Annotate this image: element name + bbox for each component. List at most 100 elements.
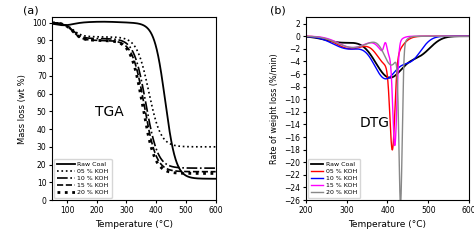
Raw Coal <box>100 20 106 23</box>
15 % KOH <box>59 22 65 25</box>
20 % KOH <box>415 35 421 38</box>
10 % KOH <box>148 130 154 133</box>
15 % KOH <box>415 35 421 38</box>
05 % KOH <box>390 148 395 151</box>
05 % KOH <box>415 35 421 38</box>
05 % KOH <box>375 55 381 58</box>
20 % KOH <box>398 203 403 206</box>
05 % KOH <box>154 121 159 124</box>
20 % KOH <box>303 35 309 38</box>
15 % KOH <box>466 35 472 38</box>
Raw Coal <box>145 26 150 29</box>
15 % KOH <box>434 35 439 38</box>
10 % KOH <box>466 35 472 38</box>
Line: 20 % KOH: 20 % KOH <box>306 36 469 204</box>
10 % KOH <box>303 35 309 38</box>
Line: 15 % KOH: 15 % KOH <box>306 36 469 145</box>
Raw Coal <box>415 56 421 59</box>
Line: Raw Coal: Raw Coal <box>52 22 216 179</box>
20 % KOH <box>144 128 150 131</box>
10 % KOH <box>213 167 219 170</box>
X-axis label: Temperature (°C): Temperature (°C) <box>95 220 173 229</box>
15 % KOH <box>213 170 219 173</box>
05 % KOH <box>59 22 65 25</box>
Raw Coal <box>173 160 179 163</box>
05 % KOH <box>466 35 472 38</box>
15 % KOH <box>430 35 436 38</box>
Legend: Raw Coal, 05 % KOH, 10 % KOH, 15 % KOH, 20 % KOH: Raw Coal, 05 % KOH, 10 % KOH, 15 % KOH, … <box>54 159 112 198</box>
Raw Coal <box>149 33 155 36</box>
Raw Coal <box>375 64 381 67</box>
15 % KOH <box>303 35 309 38</box>
Raw Coal <box>59 24 65 27</box>
Line: 20 % KOH: 20 % KOH <box>52 23 216 173</box>
10 % KOH <box>144 109 150 112</box>
10 % KOH <box>383 77 389 80</box>
10 % KOH <box>434 36 439 39</box>
Y-axis label: Mass loss (wt %): Mass loss (wt %) <box>18 74 27 144</box>
Raw Coal <box>49 22 55 25</box>
20 % KOH <box>466 35 472 38</box>
10 % KOH <box>154 148 159 151</box>
20 % KOH <box>369 41 374 44</box>
10 % KOH <box>319 38 325 41</box>
15 % KOH <box>148 140 154 143</box>
15 % KOH <box>392 144 398 147</box>
Line: Raw Coal: Raw Coal <box>306 36 469 78</box>
10 % KOH <box>49 21 55 24</box>
05 % KOH <box>148 102 154 105</box>
Raw Coal <box>303 35 309 38</box>
Text: (a): (a) <box>23 5 38 16</box>
Raw Coal <box>213 177 219 180</box>
15 % KOH <box>173 170 179 173</box>
20 % KOH <box>430 35 436 38</box>
10 % KOH <box>190 166 196 169</box>
20 % KOH <box>434 35 439 38</box>
20 % KOH <box>190 172 196 175</box>
20 % KOH <box>375 43 381 46</box>
Text: (b): (b) <box>270 5 285 16</box>
20 % KOH <box>154 160 159 163</box>
05 % KOH <box>49 21 55 24</box>
10 % KOH <box>59 22 65 25</box>
Line: 05 % KOH: 05 % KOH <box>52 23 216 147</box>
Raw Coal <box>191 176 196 179</box>
Line: 10 % KOH: 10 % KOH <box>306 36 469 79</box>
20 % KOH <box>148 146 154 149</box>
05 % KOH <box>369 48 374 51</box>
Text: DTG: DTG <box>359 116 389 130</box>
20 % KOH <box>49 21 55 24</box>
Raw Coal <box>430 43 436 46</box>
Line: 10 % KOH: 10 % KOH <box>52 23 216 168</box>
20 % KOH <box>213 172 219 175</box>
15 % KOH <box>144 120 150 123</box>
05 % KOH <box>434 35 439 38</box>
15 % KOH <box>369 41 374 44</box>
10 % KOH <box>430 37 436 40</box>
15 % KOH <box>49 21 55 24</box>
05 % KOH <box>190 145 196 148</box>
15 % KOH <box>319 36 325 39</box>
20 % KOH <box>319 36 325 39</box>
05 % KOH <box>144 83 150 86</box>
Raw Coal <box>434 41 439 44</box>
Raw Coal <box>466 35 472 38</box>
10 % KOH <box>375 70 381 73</box>
10 % KOH <box>369 59 374 62</box>
20 % KOH <box>173 171 179 174</box>
Raw Coal <box>319 38 325 41</box>
Raw Coal <box>154 47 159 50</box>
05 % KOH <box>319 37 325 40</box>
Text: TGA: TGA <box>95 105 124 119</box>
15 % KOH <box>154 155 159 158</box>
05 % KOH <box>303 35 309 38</box>
Legend: Raw Coal, 05 % KOH, 10 % KOH, 15 % KOH, 20 % KOH: Raw Coal, 05 % KOH, 10 % KOH, 15 % KOH, … <box>308 159 360 198</box>
Line: 05 % KOH: 05 % KOH <box>306 36 469 150</box>
10 % KOH <box>173 166 179 169</box>
Raw Coal <box>387 76 393 79</box>
05 % KOH <box>173 144 179 147</box>
10 % KOH <box>415 53 421 56</box>
15 % KOH <box>375 45 381 48</box>
05 % KOH <box>430 35 436 38</box>
20 % KOH <box>59 22 65 25</box>
